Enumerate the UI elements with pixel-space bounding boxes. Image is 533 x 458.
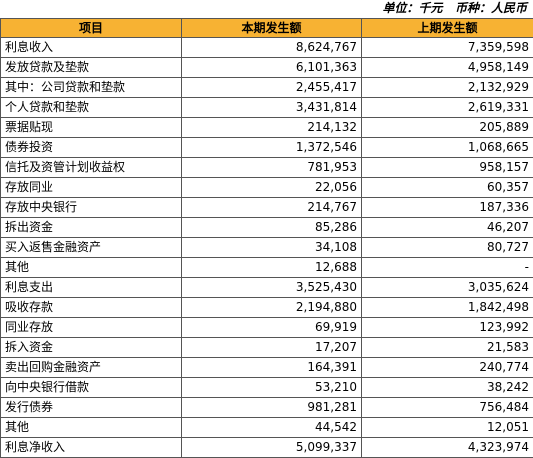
row-label: 信托及资管计划收益权 — [1, 158, 182, 178]
previous-period-value: 205,889 — [362, 118, 533, 138]
table-header-row: 项目 本期发生额 上期发生额 — [1, 19, 533, 38]
row-label: 吸收存款 — [1, 298, 182, 318]
current-period-value: 22,056 — [182, 178, 362, 198]
current-period-value: 12,688 — [182, 258, 362, 278]
row-label: 拆入资金 — [1, 338, 182, 358]
row-label: 发放贷款及垫款 — [1, 58, 182, 78]
previous-period-value: 240,774 — [362, 358, 533, 378]
row-label: 存放中央银行 — [1, 198, 182, 218]
row-label: 向中央银行借款 — [1, 378, 182, 398]
current-period-value: 164,391 — [182, 358, 362, 378]
previous-period-value: 60,357 — [362, 178, 533, 198]
previous-period-value: 7,359,598 — [362, 38, 533, 58]
row-label: 利息收入 — [1, 38, 182, 58]
row-label: 个人贷款和垫款 — [1, 98, 182, 118]
previous-period-value: 38,242 — [362, 378, 533, 398]
current-period-value: 34,108 — [182, 238, 362, 258]
current-period-value: 1,372,546 — [182, 138, 362, 158]
current-period-value: 6,101,363 — [182, 58, 362, 78]
current-period-value: 214,767 — [182, 198, 362, 218]
current-period-value: 5,099,337 — [182, 438, 362, 458]
previous-period-value: 3,035,624 — [362, 278, 533, 298]
current-period-value: 781,953 — [182, 158, 362, 178]
current-period-value: 981,281 — [182, 398, 362, 418]
previous-period-value: 21,583 — [362, 338, 533, 358]
previous-period-value: - — [362, 258, 533, 278]
previous-period-value: 123,992 — [362, 318, 533, 338]
current-period-value: 8,624,767 — [182, 38, 362, 58]
row-label: 同业存放 — [1, 318, 182, 338]
row-label: 其他 — [1, 418, 182, 438]
row-label: 利息净收入 — [1, 438, 182, 458]
previous-period-value: 12,051 — [362, 418, 533, 438]
current-period-value: 2,455,417 — [182, 78, 362, 98]
current-period-value: 2,194,880 — [182, 298, 362, 318]
current-period-value: 3,525,430 — [182, 278, 362, 298]
previous-period-value: 46,207 — [362, 218, 533, 238]
current-period-value: 44,542 — [182, 418, 362, 438]
previous-period-value: 187,336 — [362, 198, 533, 218]
previous-period-value: 958,157 — [362, 158, 533, 178]
header-current-period: 本期发生额 — [182, 19, 362, 38]
row-label: 发行债券 — [1, 398, 182, 418]
previous-period-value: 4,958,149 — [362, 58, 533, 78]
previous-period-value: 1,842,498 — [362, 298, 533, 318]
row-label: 票据贴现 — [1, 118, 182, 138]
current-period-value: 53,210 — [182, 378, 362, 398]
unit-currency-note: 单位：千元 币种：人民币 — [382, 0, 527, 17]
header-previous-period: 上期发生额 — [362, 19, 533, 38]
previous-period-value: 2,132,929 — [362, 78, 533, 98]
previous-period-value: 756,484 — [362, 398, 533, 418]
row-label: 存放同业 — [1, 178, 182, 198]
row-label: 买入返售金融资产 — [1, 238, 182, 258]
current-period-value: 85,286 — [182, 218, 362, 238]
current-period-value: 214,132 — [182, 118, 362, 138]
row-label: 利息支出 — [1, 278, 182, 298]
header-item: 项目 — [1, 19, 182, 38]
previous-period-value: 1,068,665 — [362, 138, 533, 158]
row-label: 债券投资 — [1, 138, 182, 158]
current-period-value: 69,919 — [182, 318, 362, 338]
row-label: 其中：公司贷款和垫款 — [1, 78, 182, 98]
current-period-value: 3,431,814 — [182, 98, 362, 118]
row-label: 其他 — [1, 258, 182, 278]
current-period-value: 17,207 — [182, 338, 362, 358]
previous-period-value: 80,727 — [362, 238, 533, 258]
row-label: 卖出回购金融资产 — [1, 358, 182, 378]
row-label: 拆出资金 — [1, 218, 182, 238]
previous-period-value: 2,619,331 — [362, 98, 533, 118]
previous-period-value: 4,323,974 — [362, 438, 533, 458]
